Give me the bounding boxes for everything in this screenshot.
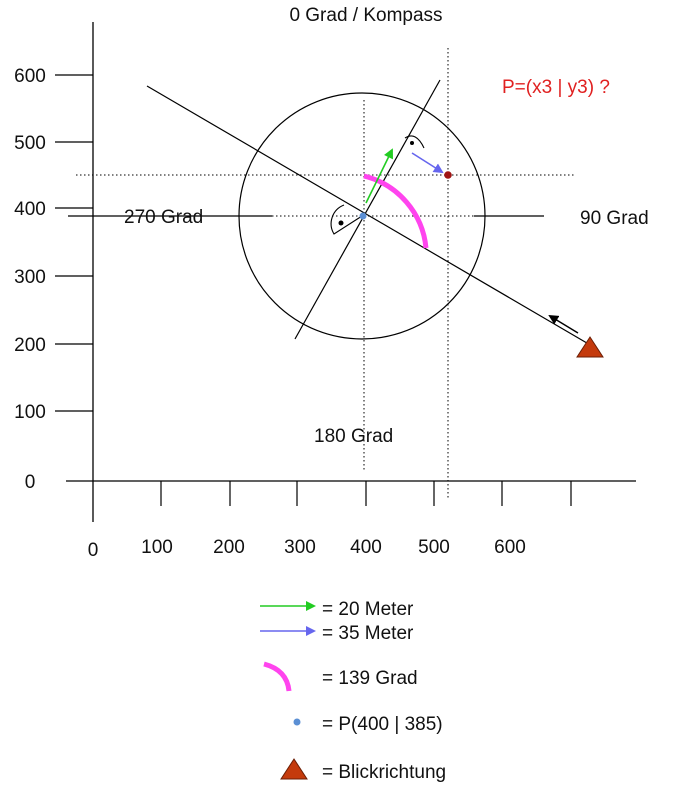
x-tick-marks — [160, 481, 572, 506]
x-tick-200: 200 — [213, 537, 245, 558]
label-270-grad: 270 Grad — [124, 207, 203, 228]
x-tick-labels: 0 100 200 300 400 500 600 — [88, 537, 526, 561]
sight-line — [146, 85, 593, 347]
y-tick-400: 400 — [14, 199, 46, 220]
right-angle-marker-center — [330, 204, 363, 235]
y-tick-200: 200 — [14, 335, 46, 356]
y-tick-0: 0 — [25, 472, 36, 493]
pink-arc-icon — [263, 661, 292, 692]
angle-arc-139 — [363, 173, 429, 249]
question-p3: P=(x3 | y3) ? — [502, 77, 610, 98]
y-tick-300: 300 — [14, 267, 46, 288]
red-triangle-icon — [280, 758, 308, 780]
title-north: 0 Grad / Kompass — [289, 5, 442, 26]
legend-dot-label: = P(400 | 385) — [322, 714, 443, 735]
perpendicular-line — [294, 79, 441, 340]
legend-green-label: = 20 Meter — [322, 599, 414, 620]
x-tick-300: 300 — [284, 537, 316, 558]
legend-arc-label: = 139 Grad — [322, 668, 418, 689]
y-tick-100: 100 — [14, 402, 46, 423]
x-tick-600: 600 — [494, 537, 526, 558]
blue-dot-icon — [293, 718, 301, 726]
center-point-p — [359, 212, 367, 220]
legend: = 20 Meter = 35 Meter = 139 Grad = P(400… — [260, 599, 446, 783]
target-point-p3 — [444, 171, 452, 179]
y-tick-marks — [55, 74, 93, 412]
label-90-grad: 90 Grad — [580, 208, 649, 229]
y-tick-labels: 0 100 200 300 400 500 600 — [14, 66, 46, 493]
right-angle-dot-center — [338, 220, 344, 226]
legend-blue-label: = 35 Meter — [322, 623, 414, 644]
view-direction-arrow — [548, 314, 579, 334]
y-tick-600: 600 — [14, 66, 46, 87]
right-angle-dot-top — [410, 141, 414, 145]
observer-triangle — [576, 336, 604, 358]
x-tick-100: 100 — [141, 537, 173, 558]
x-tick-500: 500 — [418, 537, 450, 558]
x-tick-0: 0 — [88, 540, 99, 561]
label-180-grad: 180 Grad — [314, 426, 393, 447]
legend-triangle-label: = Blickrichtung — [322, 762, 446, 783]
x-tick-400: 400 — [350, 537, 382, 558]
blue-vector-35m — [411, 152, 444, 174]
y-tick-500: 500 — [14, 133, 46, 154]
green-vector-20m — [365, 148, 393, 204]
right-angle-marker-top — [404, 135, 425, 149]
